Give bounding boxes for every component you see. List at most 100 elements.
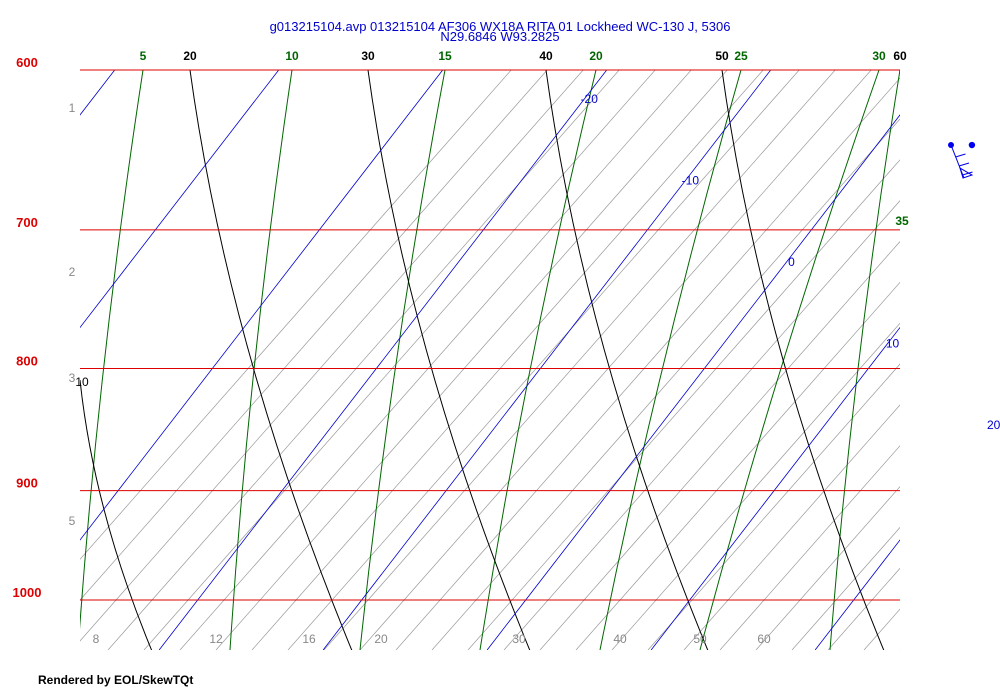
- mixing-ratio-line: [80, 70, 548, 601]
- mixing-ratio-line: [683, 404, 900, 650]
- moist-adiabat-line: [479, 70, 597, 650]
- dry-adiabat-label: 60: [893, 49, 907, 63]
- mixing-ratio-label: 30: [512, 632, 526, 646]
- isotherm-line: [80, 70, 280, 329]
- isotherms: [80, 70, 1000, 650]
- mixing-ratio-line: [80, 70, 584, 642]
- moist-adiabat-label: 15: [438, 49, 452, 63]
- dry-adiabat-line: [80, 379, 153, 650]
- wind-barb-flag: [955, 153, 966, 158]
- axis-labels: 600 700 800 900 1000 -20 -10 0 10 20 30 40 20 30 40 50 6…: [13, 49, 1000, 646]
- mixing-ratio-line: [323, 70, 836, 650]
- isotherm-label: 20: [987, 418, 1000, 432]
- dry-adiabat-line: [899, 70, 900, 74]
- mixing-ratio-label: 8: [93, 632, 100, 646]
- chart-title: g013215104.avp 013215104 AF306 WX18A RIT…: [269, 19, 731, 34]
- mixing-ratio-line: [215, 70, 728, 650]
- dry-adiabat-label: 20: [183, 49, 197, 63]
- left-axis-label: 2: [69, 265, 76, 279]
- isotherm-label: 0: [788, 255, 795, 269]
- mixing-ratio-label: 60: [757, 632, 771, 646]
- left-axis-label: 3: [69, 371, 76, 385]
- mixing-ratio-line: [936, 60, 1000, 650]
- isotherm-line: [650, 326, 900, 650]
- isotherm-line: [486, 114, 900, 650]
- moist-adiabat-label: 35: [895, 214, 909, 228]
- moist-adiabat-line: [229, 70, 293, 650]
- moist-adiabat-label: 25: [734, 49, 748, 63]
- moist-adiabats: [80, 70, 900, 650]
- mixing-ratio-line: [107, 70, 620, 650]
- moist-adiabat-label: 20: [589, 49, 603, 63]
- mixing-ratio-lines: [80, 60, 1000, 650]
- mixing-ratio-line: [431, 118, 900, 650]
- dry-adiabat-label: 40: [539, 49, 553, 63]
- isobar-label: 800: [16, 353, 38, 368]
- isobars: [80, 69, 900, 601]
- moist-adiabat-label: 30: [872, 49, 886, 63]
- isobar-label: 1000: [13, 585, 42, 600]
- dewpoint-point: [968, 141, 976, 149]
- isobar-label: 900: [16, 476, 38, 491]
- dry-adiabat-label: 10: [75, 375, 89, 389]
- moist-adiabat-line: [80, 70, 144, 630]
- mixing-ratio-line: [575, 281, 900, 650]
- moist-adiabat-label: 5: [140, 49, 147, 63]
- mixing-ratio-label: 12: [209, 632, 223, 646]
- wind-barb-pennant: [959, 166, 974, 179]
- isotherm-line: [814, 539, 900, 650]
- chart-subtitle-location: N29.6846 W93.2825: [440, 29, 560, 44]
- mixing-ratio-line: [143, 70, 656, 650]
- moist-adiabat-line: [699, 70, 880, 650]
- moist-adiabat-line: [599, 70, 742, 650]
- mixing-ratio-line: [719, 445, 900, 650]
- isotherm-label: 10: [886, 337, 900, 351]
- mixing-ratio-label: 50: [693, 632, 707, 646]
- moist-adiabat-label: 10: [285, 49, 299, 63]
- isobar-label: 600: [16, 55, 38, 70]
- isobar-label: 700: [16, 215, 38, 230]
- dry-adiabat-line: [545, 70, 709, 650]
- dry-adiabat-line: [367, 70, 531, 650]
- renderer-credit: Rendered by EOL/SkewTQt: [38, 673, 194, 687]
- mixing-ratio-label: 20: [374, 632, 388, 646]
- mixing-ratio-line: [467, 159, 900, 650]
- dry-adiabats: [80, 70, 900, 650]
- isotherm-line: [158, 70, 608, 650]
- mixing-ratio-line: [863, 608, 900, 650]
- dry-adiabat-label: 30: [361, 49, 375, 63]
- isotherm-line: [979, 70, 1000, 650]
- moist-adiabat-line: [359, 70, 446, 650]
- mixing-ratio-line: [972, 60, 1000, 650]
- isotherm-label: -10: [682, 174, 700, 188]
- mixing-ratio-line: [503, 200, 900, 650]
- wind-barbs: [948, 142, 974, 179]
- mixing-ratio-line: [791, 526, 900, 650]
- moist-adiabat-line: [829, 70, 900, 650]
- mixing-ratio-line: [359, 70, 872, 650]
- mixing-ratio-line: [539, 241, 900, 650]
- mixing-ratio-label: 16: [302, 632, 316, 646]
- wind-barb-staff: [950, 144, 965, 179]
- mixing-ratio-line: [647, 363, 900, 650]
- left-axis-label: 5: [69, 514, 76, 528]
- mixing-ratio-line: [395, 77, 900, 650]
- dry-adiabat-label: 50: [715, 49, 729, 63]
- wind-barb-flag: [958, 162, 970, 167]
- mixing-ratio-line: [287, 70, 800, 650]
- left-axis-label: 1: [69, 101, 76, 115]
- mixing-ratio-label: 40: [613, 632, 627, 646]
- wind-barb-flag: [962, 171, 973, 176]
- mixing-ratio-line: [251, 70, 764, 650]
- mixing-ratio-line: [179, 70, 692, 650]
- dry-adiabat-line: [189, 70, 353, 650]
- sounding-profiles: [968, 141, 976, 149]
- isotherm-line: [80, 70, 444, 541]
- isotherm-label: -20: [581, 92, 599, 106]
- mixing-ratio-line: [755, 486, 900, 650]
- mixing-ratio-line: [80, 70, 512, 560]
- isotherm-line: [322, 70, 772, 650]
- mixing-ratio-line: [899, 649, 900, 650]
- mixing-ratio-line: [611, 322, 900, 650]
